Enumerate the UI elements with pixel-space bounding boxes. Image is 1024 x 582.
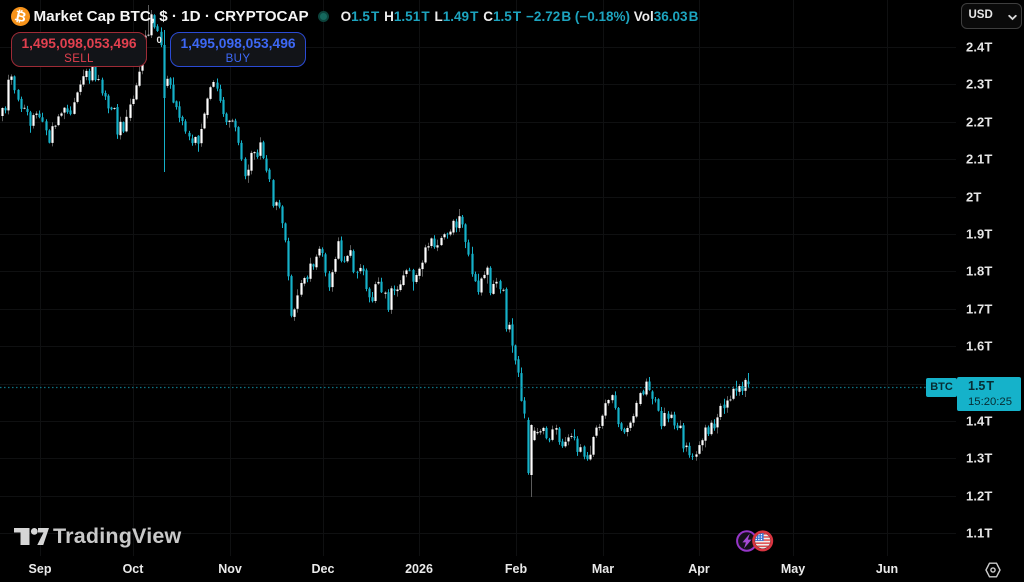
svg-text:₿: ₿ [13,7,28,25]
